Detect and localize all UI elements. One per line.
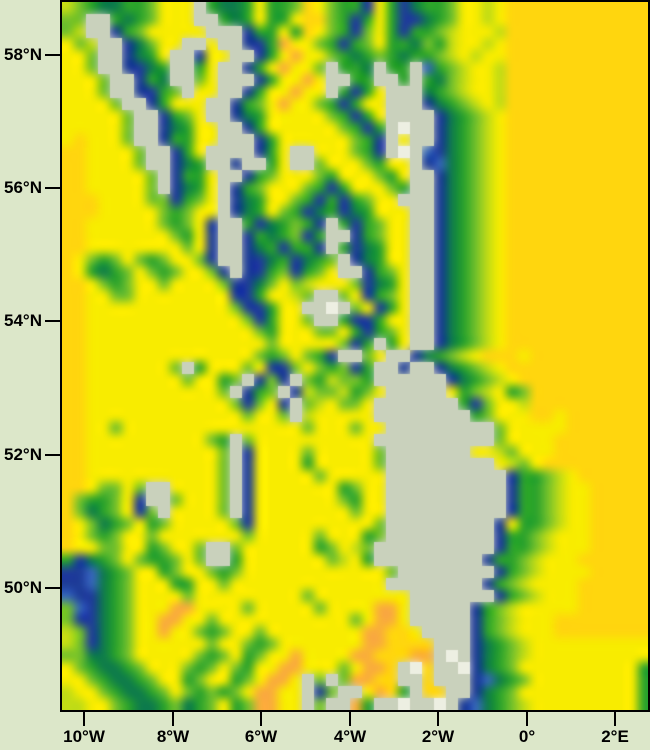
- x-tick-label: 6°W: [244, 727, 278, 746]
- x-tick-label: 2°W: [421, 727, 455, 746]
- x-tick-label: 4°W: [333, 727, 367, 746]
- y-tick-mark: [45, 54, 60, 56]
- x-tick-label: 8°W: [156, 727, 190, 746]
- y-tick-mark: [45, 320, 60, 322]
- y-tick-mark: [45, 187, 60, 189]
- x-tick-mark: [349, 712, 351, 726]
- x-tick-label: 2°E: [601, 727, 629, 746]
- x-tick-mark: [437, 712, 439, 726]
- y-tick-label: 54°N: [4, 311, 42, 330]
- x-tick-mark: [614, 712, 616, 726]
- x-tick-mark: [260, 712, 262, 726]
- x-tick-mark: [172, 712, 174, 726]
- x-tick-label: 0°: [518, 727, 536, 746]
- y-tick-label: 52°N: [4, 445, 42, 464]
- x-tick-mark: [83, 712, 85, 726]
- y-tick-label: 58°N: [4, 45, 42, 64]
- heatmap-canvas: [62, 2, 648, 710]
- y-tick-label: 56°N: [4, 178, 42, 197]
- y-tick-mark: [45, 454, 60, 456]
- plot-border: [60, 0, 650, 712]
- x-tick-mark: [526, 712, 528, 726]
- x-tick-label: 10°W: [63, 727, 105, 746]
- y-tick-mark: [45, 587, 60, 589]
- y-tick-label: 50°N: [4, 578, 42, 597]
